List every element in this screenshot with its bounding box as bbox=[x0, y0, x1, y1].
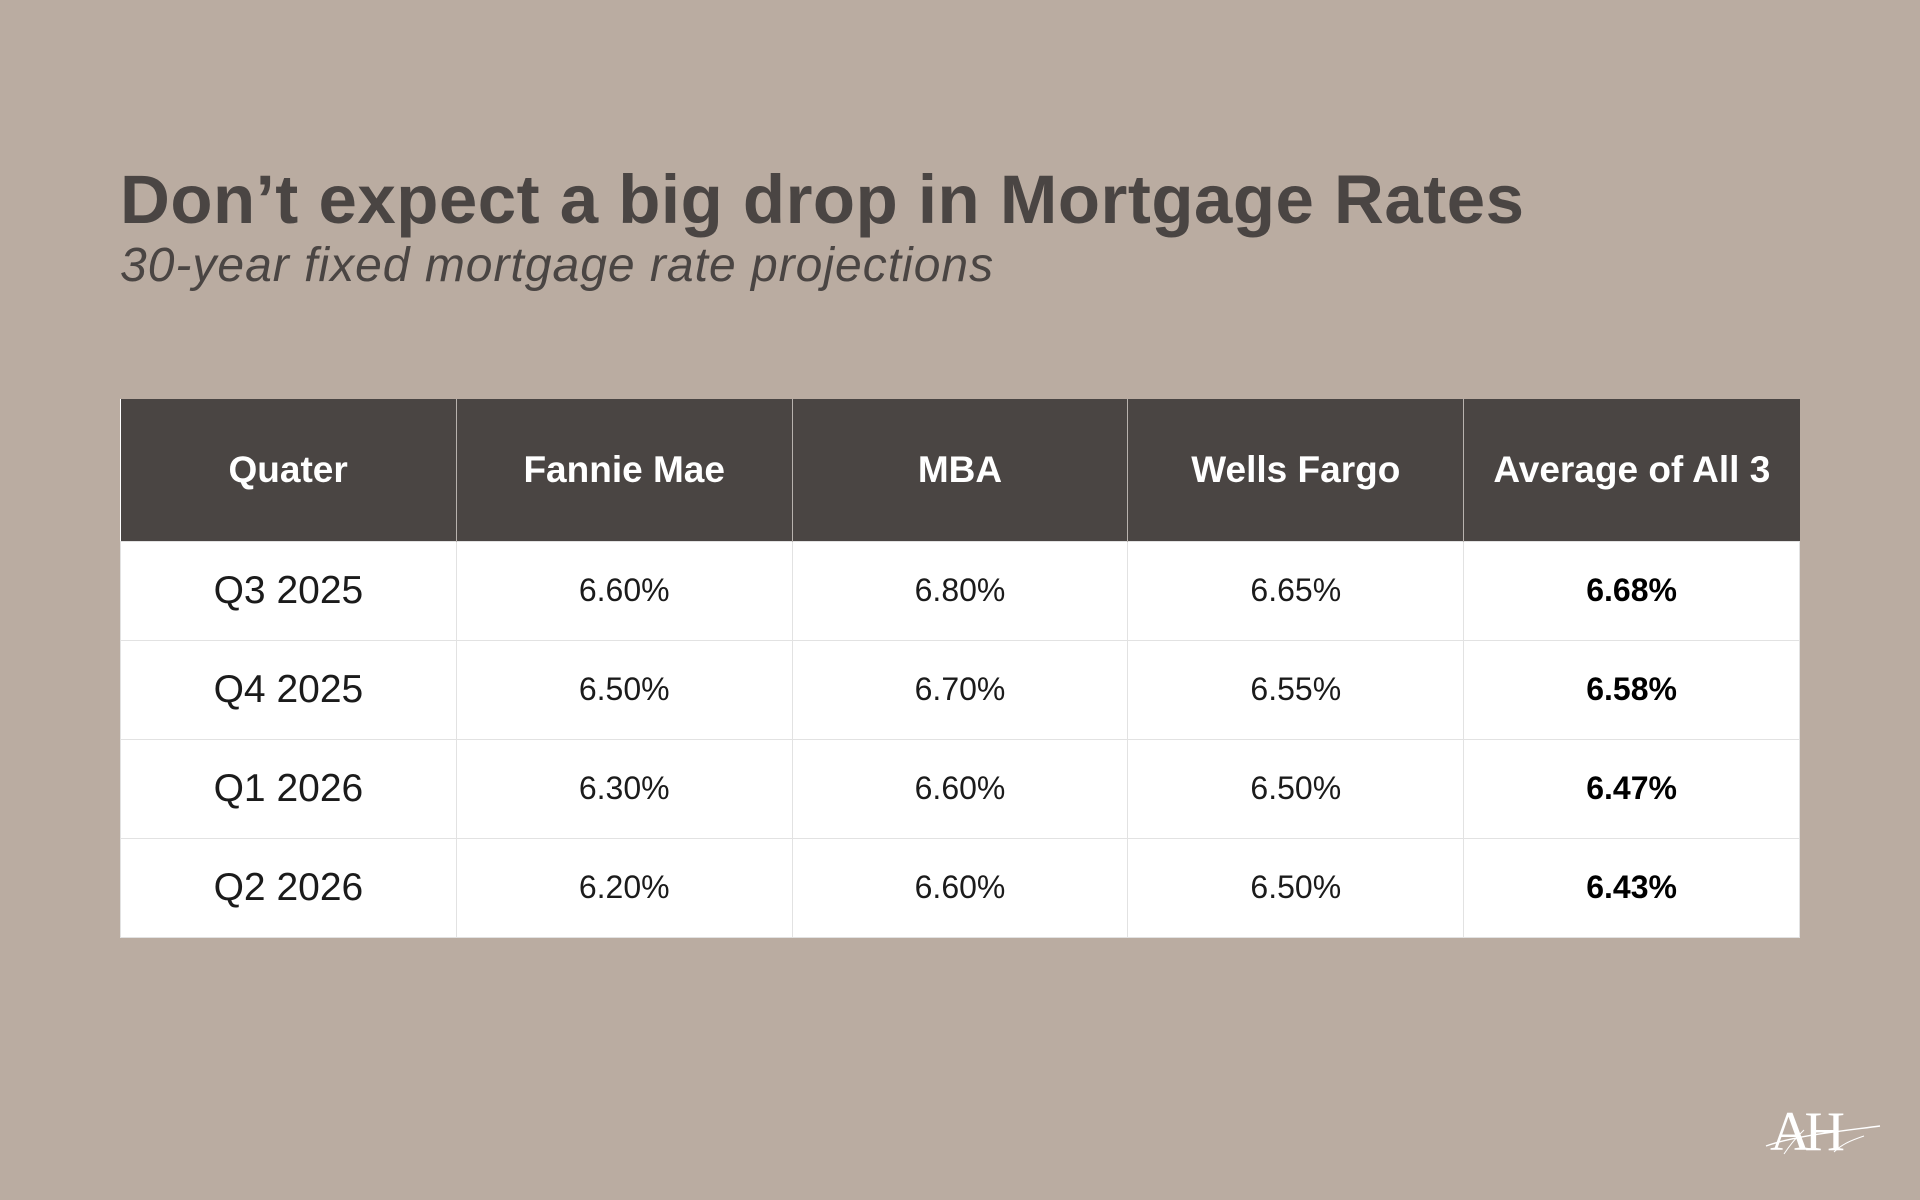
average-rate-cell: 6.43% bbox=[1463, 837, 1800, 938]
average-rate-cell: 6.68% bbox=[1463, 540, 1800, 641]
table-row: Q2 2026 6.20% 6.60% 6.50% 6.43% bbox=[120, 837, 1800, 938]
mortgage-rate-table: Quater Fannie Mae MBA Wells Fargo Averag… bbox=[120, 399, 1800, 938]
quarter-cell: Q1 2026 bbox=[120, 738, 457, 839]
column-header-quarter: Quater bbox=[120, 399, 457, 541]
fannie-mae-rate-cell: 6.20% bbox=[455, 837, 793, 938]
quarter-cell: Q2 2026 bbox=[120, 837, 457, 938]
page-subtitle: 30-year fixed mortgage rate projections bbox=[120, 239, 995, 292]
column-header-mba: MBA bbox=[791, 399, 1128, 541]
mba-rate-cell: 6.60% bbox=[791, 738, 1129, 839]
column-header-fannie-mae: Fannie Mae bbox=[455, 399, 793, 541]
quarter-cell: Q4 2025 bbox=[120, 639, 457, 740]
mba-rate-cell: 6.80% bbox=[791, 540, 1129, 641]
table-row: Q4 2025 6.50% 6.70% 6.55% 6.58% bbox=[120, 639, 1800, 740]
fannie-mae-rate-cell: 6.30% bbox=[455, 738, 793, 839]
ah-monogram-logo: AH bbox=[1765, 1101, 1881, 1162]
mba-rate-cell: 6.60% bbox=[791, 837, 1129, 938]
wells-fargo-rate-cell: 6.50% bbox=[1127, 738, 1465, 839]
column-header-wells-fargo: Wells Fargo bbox=[1127, 399, 1464, 541]
page-title: Don’t expect a big drop in Mortgage Rate… bbox=[120, 161, 1525, 238]
column-header-average: Average of All 3 bbox=[1463, 399, 1800, 541]
wells-fargo-rate-cell: 6.50% bbox=[1127, 837, 1465, 938]
table-row: Q1 2026 6.30% 6.60% 6.50% 6.47% bbox=[120, 738, 1800, 839]
average-rate-cell: 6.47% bbox=[1463, 738, 1800, 839]
average-rate-cell: 6.58% bbox=[1463, 639, 1800, 740]
table-row: Q3 2025 6.60% 6.80% 6.65% 6.68% bbox=[120, 540, 1800, 641]
fannie-mae-rate-cell: 6.60% bbox=[455, 540, 793, 641]
mba-rate-cell: 6.70% bbox=[791, 639, 1129, 740]
quarter-cell: Q3 2025 bbox=[120, 540, 457, 641]
table-header-row: Quater Fannie Mae MBA Wells Fargo Averag… bbox=[120, 399, 1800, 541]
wells-fargo-rate-cell: 6.65% bbox=[1127, 540, 1465, 641]
fannie-mae-rate-cell: 6.50% bbox=[455, 639, 793, 740]
wells-fargo-rate-cell: 6.55% bbox=[1127, 639, 1465, 740]
